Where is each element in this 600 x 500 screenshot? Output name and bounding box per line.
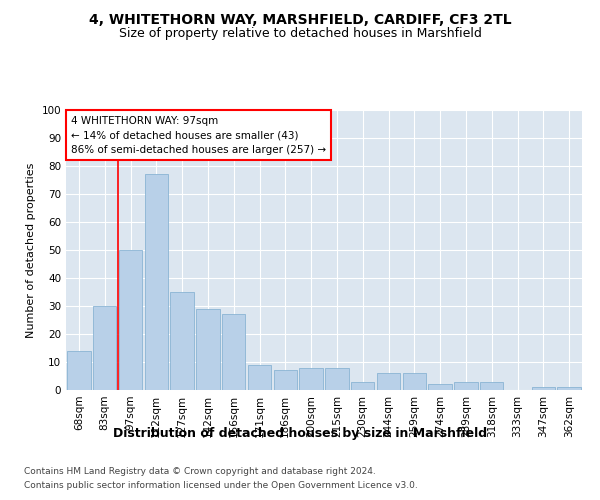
Bar — [248, 365, 271, 390]
Bar — [532, 387, 555, 390]
Bar — [299, 368, 323, 390]
Bar — [67, 351, 91, 390]
Bar — [428, 384, 452, 390]
Bar — [274, 370, 297, 390]
Bar — [377, 373, 400, 390]
Bar — [93, 306, 116, 390]
Text: Distribution of detached houses by size in Marshfield: Distribution of detached houses by size … — [113, 428, 487, 440]
Bar — [145, 174, 168, 390]
Text: 4, WHITETHORN WAY, MARSHFIELD, CARDIFF, CF3 2TL: 4, WHITETHORN WAY, MARSHFIELD, CARDIFF, … — [89, 12, 511, 26]
Bar — [222, 314, 245, 390]
Text: Contains HM Land Registry data © Crown copyright and database right 2024.: Contains HM Land Registry data © Crown c… — [24, 468, 376, 476]
Bar — [480, 382, 503, 390]
Bar — [351, 382, 374, 390]
Bar — [196, 309, 220, 390]
Text: Contains public sector information licensed under the Open Government Licence v3: Contains public sector information licen… — [24, 481, 418, 490]
Text: Size of property relative to detached houses in Marshfield: Size of property relative to detached ho… — [119, 28, 481, 40]
Bar — [119, 250, 142, 390]
Bar — [403, 373, 426, 390]
Bar — [170, 292, 194, 390]
Bar — [557, 387, 581, 390]
Bar — [325, 368, 349, 390]
Y-axis label: Number of detached properties: Number of detached properties — [26, 162, 36, 338]
Bar — [454, 382, 478, 390]
Text: 4 WHITETHORN WAY: 97sqm
← 14% of detached houses are smaller (43)
86% of semi-de: 4 WHITETHORN WAY: 97sqm ← 14% of detache… — [71, 116, 326, 155]
